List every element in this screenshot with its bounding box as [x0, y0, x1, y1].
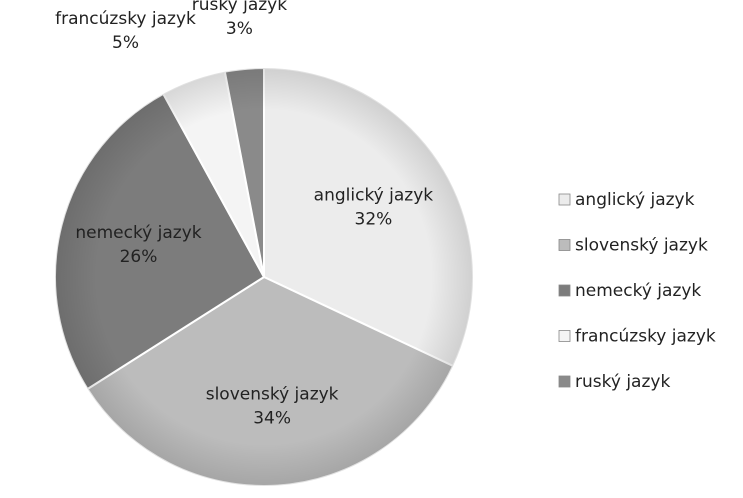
legend-label: francúzsky jazyk	[575, 327, 716, 347]
legend-label: anglický jazyk	[575, 190, 695, 210]
slice-label: nemecký jazyk	[75, 223, 201, 243]
slice-value: 26%	[120, 247, 158, 267]
slice-value: 34%	[253, 408, 291, 428]
slice-label: slovenský jazyk	[206, 384, 339, 404]
legend-marker	[558, 375, 571, 388]
slice-value: 32%	[355, 210, 393, 230]
legend-label: nemecký jazyk	[575, 281, 701, 301]
slice-value: 3%	[226, 19, 253, 39]
slice-label: francúzsky jazyk	[55, 9, 196, 29]
slice-value: 5%	[112, 33, 139, 53]
legend-marker	[558, 193, 571, 206]
legend-label: slovenský jazyk	[575, 236, 708, 256]
legend-marker	[558, 239, 571, 251]
legend-marker	[558, 284, 571, 297]
legend-marker	[558, 330, 571, 342]
slice-label: anglický jazyk	[314, 186, 434, 206]
legend-label: ruský jazyk	[575, 372, 670, 392]
slice-label: ruský jazyk	[192, 0, 287, 15]
